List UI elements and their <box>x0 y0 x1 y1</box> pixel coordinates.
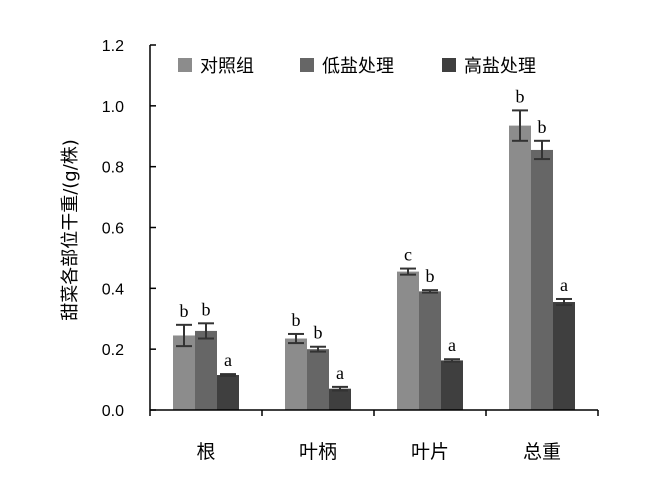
y-tick-label-6: 1.2 <box>102 38 124 55</box>
legend-label-0: 对照组 <box>200 56 254 77</box>
significance-label-1-1: b <box>314 323 323 343</box>
bar-2-2 <box>441 360 463 410</box>
bar-2-0 <box>217 375 239 410</box>
y-tick-label-1: 0.2 <box>102 342 124 359</box>
bar-1-0 <box>195 330 217 410</box>
y-axis-label: 甜菜各部位干重/(g/株) <box>60 139 81 321</box>
significance-label-1-0: b <box>202 299 211 319</box>
x-tick-label-2: 叶片 <box>411 441 449 463</box>
significance-label-2-2: a <box>448 335 456 355</box>
significance-label-2-3: a <box>560 275 568 295</box>
x-tick-label-3: 总重 <box>523 441 561 463</box>
legend-swatch-0 <box>178 58 192 72</box>
y-tick-label-5: 1.0 <box>102 99 124 116</box>
significance-label-0-3: b <box>516 86 525 106</box>
bar-2-1 <box>329 388 351 410</box>
y-tick-label-4: 0.8 <box>102 160 124 177</box>
legend-swatch-2 <box>442 58 456 72</box>
significance-label-2-0: a <box>224 350 232 370</box>
significance-label-1-3: b <box>538 117 547 137</box>
legend-swatch-1 <box>300 58 314 72</box>
bars-layer <box>173 109 575 411</box>
axes-layer <box>149 44 599 416</box>
legend-label-2: 高盐处理 <box>464 56 536 77</box>
y-tick-label-0: 0.0 <box>102 403 124 420</box>
legend: 对照组 低盐处理 高盐处理 <box>178 56 536 77</box>
significance-label-0-0: b <box>180 301 189 321</box>
bar-1-2 <box>419 291 441 410</box>
bar-1-3 <box>531 149 553 410</box>
bar-2-3 <box>553 302 575 410</box>
legend-label-1: 低盐处理 <box>322 56 394 77</box>
bar-0-3 <box>509 125 531 411</box>
significance-label-0-2: c <box>404 245 412 265</box>
bar-1-1 <box>307 349 329 410</box>
significance-label-2-1: a <box>336 363 344 383</box>
y-tick-label-2: 0.4 <box>102 281 124 298</box>
bar-0-0 <box>173 335 195 410</box>
x-tick-label-1: 叶柄 <box>299 441 337 463</box>
significance-label-1-2: b <box>426 266 435 286</box>
significance-label-0-1: b <box>292 310 301 330</box>
x-tick-label-0: 根 <box>196 441 215 463</box>
y-tick-label-3: 0.6 <box>102 221 124 238</box>
bar-0-2 <box>397 271 419 410</box>
bar-0-1 <box>285 338 307 410</box>
